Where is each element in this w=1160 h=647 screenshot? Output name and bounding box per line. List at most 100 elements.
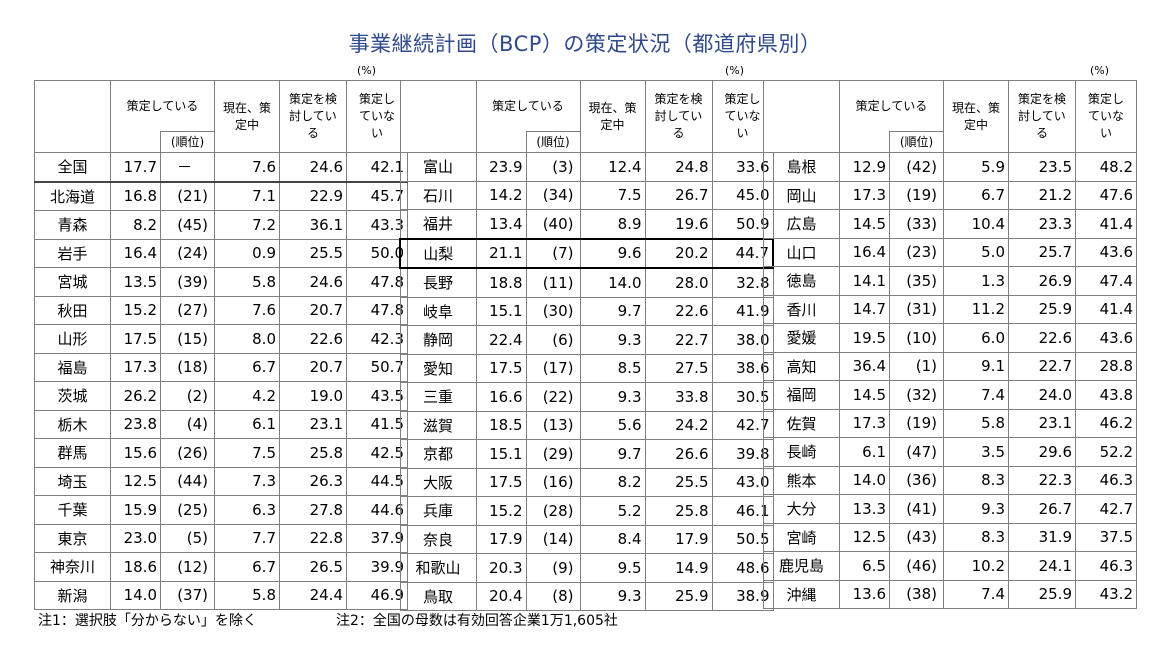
in-progress-value: 8.3	[943, 522, 1009, 552]
prefecture-name: 東京	[34, 523, 111, 553]
table-row: 新潟 14.0 (37) 5.8 24.4 46.9	[34, 580, 408, 610]
prefecture-name: 岩手	[34, 238, 111, 268]
rank-cell: －	[160, 152, 215, 183]
table-row: 愛知 17.5 (17) 8.5 27.5 38.6	[399, 353, 774, 383]
rank-cell: (36)	[889, 465, 944, 495]
drafted-value: 13.3	[839, 494, 890, 524]
prefecture-name: 熊本	[763, 465, 840, 495]
table-row: 佐賀 17.3 (19) 5.8 23.1 46.2	[763, 408, 1137, 438]
in-progress-value: 7.7	[214, 523, 280, 553]
not-drafted-value: 46.2	[1075, 408, 1137, 438]
rank-cell: (4)	[160, 409, 215, 439]
considering-value: 22.6	[1008, 323, 1076, 353]
in-progress-value: 14.0	[579, 267, 646, 298]
table-row: 長崎 6.1 (47) 3.5 29.6 52.2	[763, 437, 1137, 467]
considering-value: 26.9	[1008, 266, 1076, 296]
prefecture-name: 山形	[34, 324, 111, 354]
not-drafted-value: 43.3	[346, 210, 408, 240]
header-in-progress: 現在、策定中	[943, 80, 1009, 153]
drafted-value: 12.5	[839, 522, 890, 552]
prefecture-name: 滋賀	[399, 410, 477, 440]
considering-value: 31.9	[1008, 522, 1076, 552]
considering-value: 24.0	[1008, 380, 1076, 410]
header-not-drafted: 策定していない	[346, 80, 408, 153]
header-considering: 策定を検討している	[279, 80, 347, 153]
table-row: 茨城 26.2 (2) 4.2 19.0 43.5	[34, 381, 408, 411]
prefecture-name: 兵庫	[399, 496, 477, 526]
considering-value: 17.9	[644, 524, 713, 554]
in-progress-value: 12.4	[579, 152, 646, 182]
considering-value: 21.2	[1008, 180, 1076, 210]
considering-value: 26.5	[279, 552, 347, 582]
drafted-value: 20.4	[475, 581, 527, 611]
in-progress-value: 5.2	[579, 496, 646, 526]
prefecture-name: 静岡	[399, 325, 477, 355]
in-progress-value: 9.6	[579, 237, 646, 269]
in-progress-value: 9.7	[579, 439, 646, 469]
prefecture-name: 広島	[763, 209, 840, 239]
rank-cell: (30)	[525, 296, 581, 326]
rank-cell: (40)	[525, 209, 581, 239]
header-row: 策定している 現在、策定中 策定を検討している 策定していない	[399, 80, 774, 153]
in-progress-value: 5.0	[943, 237, 1009, 267]
table-row: 沖縄 13.6 (38) 7.4 25.9 43.2	[763, 579, 1137, 609]
table-row: 京都 15.1 (29) 9.7 26.6 39.8	[399, 439, 774, 469]
drafted-value: 14.5	[839, 380, 890, 410]
in-progress-value: 9.5	[579, 553, 646, 583]
in-progress-value: 9.3	[579, 325, 646, 355]
in-progress-value: 6.1	[214, 409, 280, 439]
drafted-value: 26.2	[110, 381, 161, 411]
rank-cell: (7)	[525, 237, 581, 269]
rank-cell: (25)	[160, 495, 215, 525]
considering-value: 19.0	[279, 381, 347, 411]
header-row: 策定している 現在、策定中 策定を検討している 策定していない	[34, 80, 408, 153]
header-pref-blank	[34, 80, 111, 153]
prefecture-name: 栃木	[34, 409, 111, 439]
prefecture-name: 鳥取	[399, 581, 477, 611]
rank-cell: (44)	[160, 466, 215, 496]
considering-value: 25.8	[644, 496, 713, 526]
header-drafted: 策定している	[110, 80, 215, 132]
drafted-value: 16.4	[839, 237, 890, 267]
drafted-value: 20.3	[475, 553, 527, 583]
prefecture-name: 埼玉	[34, 466, 111, 496]
in-progress-value: 7.5	[579, 180, 646, 210]
table-row: 熊本 14.0 (36) 8.3 22.3 46.3	[763, 465, 1137, 495]
drafted-value: 19.5	[839, 323, 890, 353]
header-in-progress: 現在、策定中	[214, 80, 280, 153]
table-row: 三重 16.6 (22) 9.3 33.8 30.5	[399, 382, 774, 412]
drafted-value: 16.8	[110, 181, 161, 211]
drafted-value: 36.4	[839, 351, 890, 381]
rank-cell: (14)	[525, 524, 581, 554]
in-progress-value: 7.3	[214, 466, 280, 496]
table-row: 長野 18.8 (11) 14.0 28.0 32.8	[399, 267, 774, 298]
prefecture-name: 福島	[34, 352, 111, 382]
in-progress-value: 5.8	[214, 267, 280, 297]
rank-cell: (9)	[525, 553, 581, 583]
header-considering: 策定を検討している	[1008, 80, 1076, 153]
table-row: 東京 23.0 (5) 7.7 22.8 37.9	[34, 523, 408, 553]
header-pref-blank	[399, 80, 477, 153]
considering-value: 23.1	[279, 409, 347, 439]
rank-cell: (31)	[889, 294, 944, 324]
considering-value: 24.2	[644, 410, 713, 440]
rank-cell: (11)	[525, 267, 581, 298]
in-progress-value: 7.5	[214, 438, 280, 468]
considering-value: 22.9	[279, 181, 347, 211]
not-drafted-value: 46.3	[1075, 551, 1137, 581]
rank-cell: (26)	[160, 438, 215, 468]
considering-value: 26.7	[1008, 494, 1076, 524]
drafted-value: 22.4	[475, 325, 527, 355]
prefecture-name: 群馬	[34, 438, 111, 468]
drafted-value: 14.5	[839, 209, 890, 239]
rank-cell: (32)	[889, 380, 944, 410]
table-row: 島根 12.9 (42) 5.9 23.5 48.2	[763, 152, 1137, 182]
in-progress-value: 8.4	[579, 524, 646, 554]
unit-label-3: (%)	[1090, 64, 1110, 77]
in-progress-value: 9.7	[579, 296, 646, 326]
drafted-value: 15.2	[475, 496, 527, 526]
rank-cell: (15)	[160, 324, 215, 354]
in-progress-value: 3.5	[943, 437, 1009, 467]
drafted-value: 15.9	[110, 495, 161, 525]
in-progress-value: 7.2	[214, 210, 280, 240]
